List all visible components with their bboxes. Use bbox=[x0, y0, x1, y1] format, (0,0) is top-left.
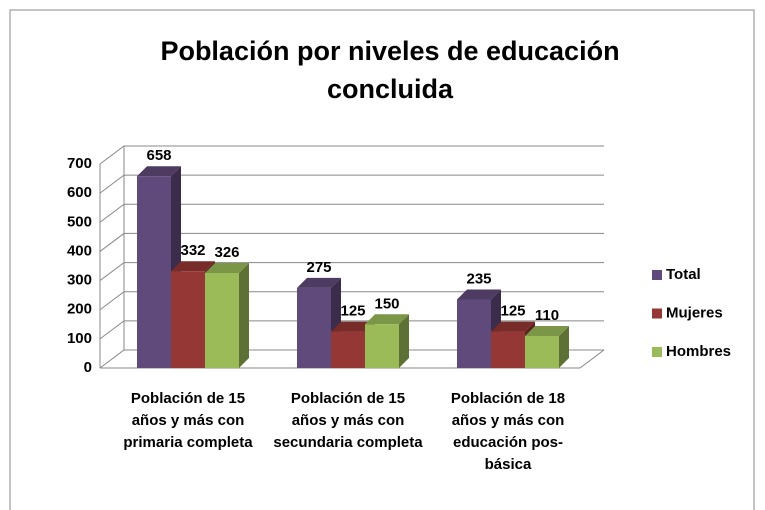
bar-front bbox=[297, 287, 331, 368]
bar-top bbox=[297, 277, 341, 288]
bar-front bbox=[457, 299, 491, 368]
bar-front bbox=[491, 331, 525, 368]
legend-label: Total bbox=[666, 266, 701, 283]
x-tick-label: Población de 15 años y más con secundari… bbox=[273, 390, 423, 451]
value-label: 275 bbox=[306, 259, 331, 276]
value-label: 235 bbox=[466, 270, 491, 287]
legend-label: Mujeres bbox=[666, 304, 723, 321]
bar-front bbox=[205, 272, 239, 368]
y-tick-label: 400 bbox=[67, 242, 92, 259]
chart-frame bbox=[9, 9, 755, 510]
y-tick-label: 100 bbox=[67, 330, 92, 347]
x-tick-label: Población de 15 años y más con primaria … bbox=[123, 390, 253, 451]
y-tick-label: 200 bbox=[67, 301, 92, 318]
value-label: 110 bbox=[535, 307, 559, 324]
bar-top bbox=[137, 166, 181, 177]
y-tick-label: 300 bbox=[67, 272, 92, 289]
bar bbox=[365, 314, 409, 368]
bar-top bbox=[525, 325, 569, 336]
y-tick-label: 600 bbox=[67, 184, 92, 201]
bar-front bbox=[171, 271, 205, 368]
bar-front bbox=[331, 331, 365, 368]
bar-side bbox=[239, 262, 249, 368]
y-tick-label: 0 bbox=[84, 359, 92, 376]
bar-top bbox=[365, 314, 409, 325]
bar-top bbox=[205, 262, 249, 273]
bar bbox=[525, 325, 569, 368]
value-label: 150 bbox=[374, 295, 399, 312]
bar-side bbox=[399, 314, 409, 368]
legend-label: Hombres bbox=[666, 343, 731, 360]
x-tick-label: Población de 18 años y más con educación… bbox=[450, 390, 566, 473]
value-label: 125 bbox=[340, 303, 365, 320]
x-axis-side bbox=[579, 349, 605, 369]
chart-title: Población por niveles de educación concl… bbox=[160, 36, 620, 104]
bar-top bbox=[171, 261, 215, 272]
y-tick-label: 700 bbox=[67, 155, 92, 172]
bar-side bbox=[559, 325, 569, 368]
legend-swatch bbox=[652, 270, 662, 280]
value-label: 658 bbox=[146, 147, 171, 164]
bar bbox=[205, 262, 249, 368]
bar-top bbox=[491, 321, 535, 332]
bar-top bbox=[331, 321, 375, 332]
legend-swatch bbox=[652, 308, 662, 319]
value-label: 326 bbox=[214, 244, 239, 261]
bar-top bbox=[457, 289, 501, 300]
bar-front bbox=[525, 335, 559, 368]
bar-front bbox=[137, 176, 171, 368]
value-label: 332 bbox=[180, 242, 205, 259]
value-label: 125 bbox=[500, 303, 525, 320]
y-tick-label: 500 bbox=[67, 213, 92, 230]
legend-swatch bbox=[652, 347, 662, 357]
bar-front bbox=[365, 324, 399, 368]
